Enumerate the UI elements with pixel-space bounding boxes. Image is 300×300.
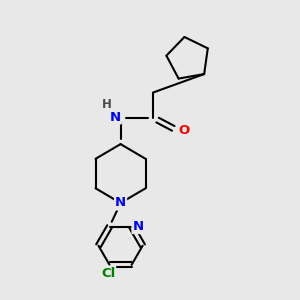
Text: H: H	[102, 98, 112, 111]
Text: N: N	[110, 110, 121, 124]
Text: O: O	[179, 124, 190, 137]
Text: N: N	[115, 196, 126, 209]
Text: N: N	[133, 220, 144, 233]
Text: Cl: Cl	[101, 267, 115, 280]
